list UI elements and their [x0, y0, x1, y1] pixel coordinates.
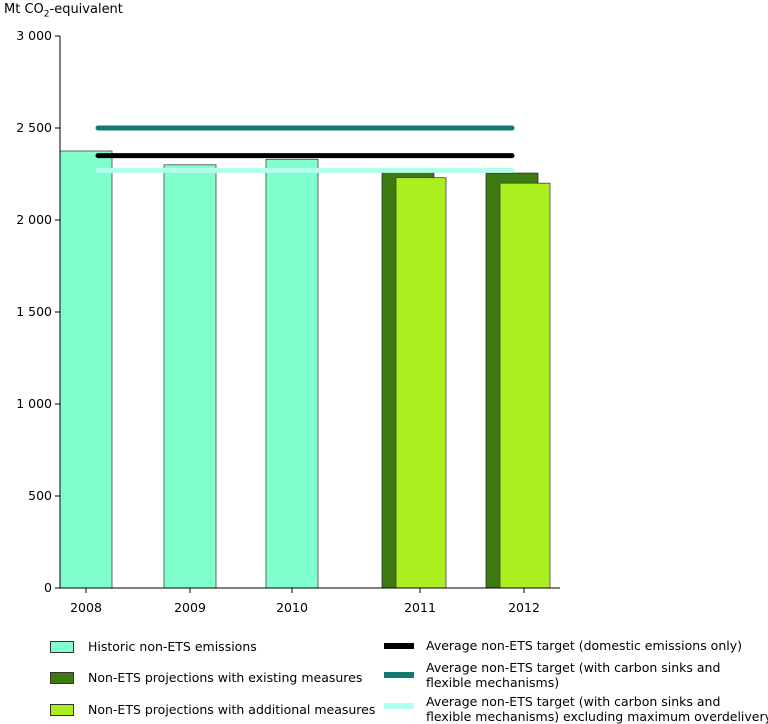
y-tick-label: 1 000	[16, 396, 52, 411]
bar-additional-measures	[499, 182, 551, 589]
y-tick-label: 2 000	[16, 212, 52, 227]
x-tick-label: 2012	[508, 600, 540, 615]
x-tick-label: 2008	[70, 600, 102, 615]
bar-additional-measures	[395, 177, 447, 589]
legend-swatch-target-domestic	[384, 643, 414, 649]
legend-swatch-historic	[50, 641, 74, 653]
legend-label-existing: Non-ETS projections with existing measur…	[88, 670, 363, 685]
bar-historic	[163, 164, 217, 589]
legend-swatch-existing	[50, 672, 74, 684]
bars-group	[59, 150, 551, 589]
legend-swatch-target-sinks	[384, 672, 414, 678]
legend-label-additional: Non-ETS projections with additional meas…	[88, 702, 376, 717]
bar-historic	[59, 150, 113, 589]
bar-historic	[265, 158, 319, 589]
y-axis-ticks: 0 500 1 000 1 500 2 000 2 500 3 000	[16, 28, 60, 595]
y-axis-title-main: Mt CO	[4, 2, 44, 17]
y-tick-label: 0	[44, 580, 52, 595]
legend-swatch-additional	[50, 704, 74, 716]
x-tick-label: 2010	[276, 600, 308, 615]
legend-label-target-domestic: Average non-ETS target (domestic emissio…	[426, 638, 742, 653]
legend-swatch-target-excl	[384, 703, 414, 709]
y-axis-title: Mt CO2-equivalent	[4, 2, 123, 20]
legend-label-target-excl-2: flexible mechanisms) excluding maximum o…	[426, 709, 768, 724]
x-axis-ticks: 2008 2009 2010 2011 2012	[70, 588, 540, 615]
x-tick-label: 2011	[404, 600, 436, 615]
y-tick-label: 1 500	[16, 304, 52, 319]
y-axis-title-subscript: 2	[43, 9, 50, 20]
y-tick-label: 2 500	[16, 120, 52, 135]
legend-label-historic: Historic non-ETS emissions	[88, 639, 257, 654]
legend-label-target-sinks-2: flexible mechanisms)	[426, 675, 560, 690]
y-tick-label: 500	[28, 488, 52, 503]
legend-label-target-excl-1: Average non-ETS target (with carbon sink…	[426, 694, 721, 709]
x-tick-label: 2009	[174, 600, 206, 615]
y-tick-label: 3 000	[16, 28, 52, 43]
legend-label-target-sinks-1: Average non-ETS target (with carbon sink…	[426, 660, 721, 675]
target-lines-group	[95, 125, 515, 173]
y-axis-title-suffix: -equivalent	[49, 2, 123, 17]
